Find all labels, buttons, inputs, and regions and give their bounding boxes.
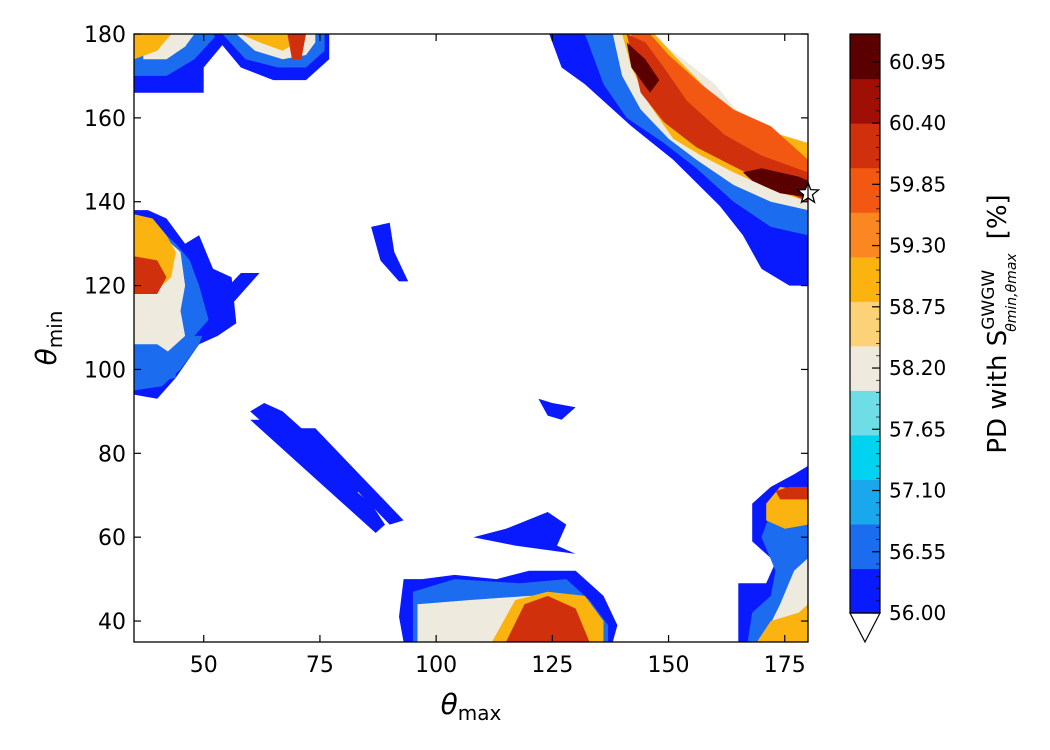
heatmap-region-21 [296, 428, 404, 525]
heatmap-region-41 [626, 42, 660, 93]
heatmap-region-32 [756, 604, 808, 642]
colorbar-tick-label: 59.85 [889, 172, 946, 196]
heatmap-region-22 [473, 512, 576, 554]
plot-frame [133, 33, 809, 643]
y-tick-label: 40 [98, 610, 126, 635]
colorbar-band [850, 167, 880, 213]
y-tick-label: 120 [84, 275, 126, 300]
y-axis-ticks: 40 60 80 100 120 140 160 180 [84, 23, 808, 635]
colorbar-tick-label: 59.30 [889, 234, 946, 258]
heatmap-region-8 [287, 34, 306, 60]
y-tick-label: 100 [84, 358, 126, 383]
heatmap-region-18 [538, 398, 576, 420]
y-tick-label: 160 [84, 107, 126, 132]
heatmap-region-17 [371, 222, 409, 282]
heatmap-region-3 [134, 34, 172, 60]
heatmap-region-40 [626, 34, 808, 202]
colorbar-band [850, 123, 880, 169]
colorbar-band [850, 301, 880, 347]
heatmap-region-28 [436, 621, 474, 642]
x-tick-label: 150 [648, 653, 690, 678]
x-tick-label: 125 [531, 653, 573, 678]
x-axis-ticks: 50 75 100 125 150 175 [190, 34, 806, 678]
x-tick-label: 50 [190, 653, 218, 678]
colorbar-tick-label: 58.20 [889, 356, 946, 380]
colorbar [850, 34, 880, 614]
colorbar-band [850, 34, 880, 80]
colorbar-band [850, 390, 880, 436]
heatmap-region-16 [194, 273, 260, 336]
colorbar-tick-label: 57.10 [889, 479, 946, 503]
heatmap-regions [134, 34, 808, 642]
heatmap-region-34 [775, 486, 808, 500]
colorbar-band [850, 523, 880, 570]
y-tick-label: 60 [98, 526, 126, 551]
x-tick-label: 175 [764, 653, 806, 678]
x-tick-label: 100 [415, 653, 457, 678]
x-axis-label: θmax [441, 688, 502, 725]
colorbar-band [850, 256, 880, 302]
colorbar-band [850, 568, 880, 614]
colorbar-ticks: 56.00 56.55 57.10 57.65 58.20 58.75 59.30 59.85… [872, 36, 946, 625]
heatmap-region-13 [134, 256, 167, 294]
y-tick-label: 180 [84, 23, 126, 48]
colorbar-tick-label: 56.00 [889, 601, 946, 625]
heatmap-region-27 [505, 595, 590, 642]
colorbar-tick-label: 57.65 [889, 417, 946, 441]
colorbar-band [850, 212, 880, 258]
colorbar-tick-label: 60.40 [889, 111, 946, 135]
colorbar-extend-triangle [849, 612, 881, 644]
x-tick-label: 75 [306, 653, 334, 678]
y-tick-label: 140 [84, 191, 126, 216]
colorbar-band [850, 434, 880, 480]
heatmap-region-7 [240, 34, 297, 51]
y-axis-label: θmin [30, 311, 67, 366]
heatmap-region-20 [250, 419, 385, 533]
colorbar-tick-label: 60.95 [889, 50, 946, 74]
colorbar-band [850, 479, 880, 525]
heatmap-region-14 [134, 344, 176, 387]
colorbar-tick-label: 58.75 [889, 295, 946, 319]
colorbar-label: PD with SGWGW θmin,θmax[%] [979, 194, 1020, 453]
colorbar-tick-label: 56.55 [889, 540, 946, 564]
colorbar-band [850, 78, 880, 124]
colorbar-frame [849, 33, 881, 614]
heatmap-region-42 [742, 168, 808, 198]
y-tick-label: 80 [98, 442, 126, 467]
